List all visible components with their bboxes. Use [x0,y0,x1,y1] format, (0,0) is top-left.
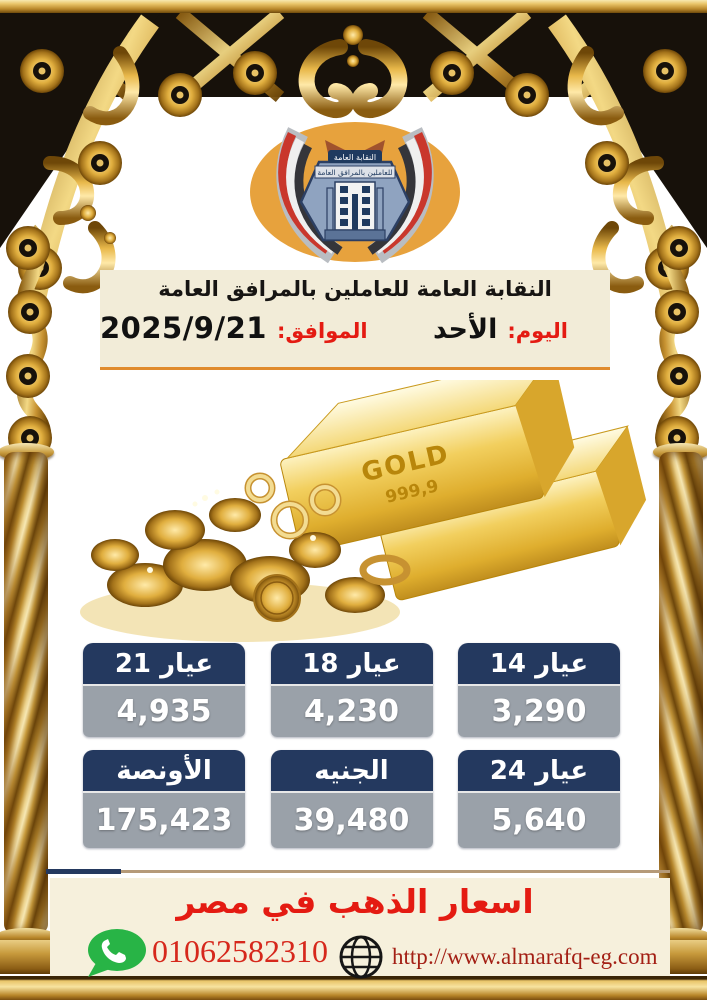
price-card-value: 175,423 [83,793,245,848]
date-label: الموافق: [276,319,368,343]
price-card-karat-24: عيار 24 5,640 [458,750,620,848]
phone-number[interactable]: 01062582310 [152,933,328,969]
frame-bottom-bar [0,976,707,1000]
gold-jewelry-pile [80,472,411,642]
frame-top-bar [0,0,707,13]
whatsapp-icon[interactable] [84,927,150,979]
price-card-label: عيار 14 [458,643,620,686]
price-card-value: 3,290 [458,686,620,737]
price-card-label: عيار 21 [83,643,245,686]
price-row-2: عيار 24 5,640 الجنيه 39,480 الأونصة 175,… [83,750,620,848]
union-emblem: النقابة العامة للعاملين بالمرافق العامة [299,140,411,242]
gold-bars-illustration: GOLD 999,9 [80,380,647,642]
globe-icon [339,935,383,979]
frame-corner-left-ornament [0,13,160,336]
union-logo: النقابة العامة للعاملين بالمرافق العامة [250,122,460,264]
footer-divider-navy [46,869,121,874]
price-cards: عيار 14 3,290 عيار 18 4,230 عيار 21 4,93… [83,643,620,848]
price-card-karat-18: عيار 18 4,230 [270,643,433,737]
website-url[interactable]: http://www.almarafq-eg.com [392,944,658,969]
footer-title: اسعار الذهب في مصر [176,882,534,921]
right-rope-column [659,452,703,934]
footer-divider-tan [121,870,670,873]
frame-corner-right-ornament [547,13,707,336]
day-label: اليوم: [507,319,568,343]
header-strip: النقابة العامة للعاملين بالمرافق العامة … [100,270,610,370]
price-card-label: عيار 18 [270,643,433,686]
price-card-value: 4,230 [270,686,433,737]
gold-bar-front: GOLD 999,9 [280,380,575,553]
frame-left-scrolls [6,224,52,465]
left-rope-column [4,452,48,934]
organization-title: النقابة العامة للعاملين بالمرافق العامة [158,277,552,301]
price-card-ounce: الأونصة 175,423 [83,750,245,848]
emblem-subtitle: للعاملين بالمرافق العامة [317,168,392,177]
price-card-label: عيار 24 [458,750,620,793]
price-card-value: 4,935 [83,686,245,737]
footer-background [50,878,670,976]
price-card-label: الأونصة [83,750,245,793]
date-row: اليوم: الأحد الموافق: 2025/9/21 [100,301,610,345]
price-card-value: 39,480 [270,793,433,848]
price-card-pound: الجنيه 39,480 [270,750,433,848]
price-card-value: 5,640 [458,793,620,848]
emblem-title: النقابة العامة [334,153,376,162]
price-card-karat-14: عيار 14 3,290 [458,643,620,737]
price-row-1: عيار 14 3,290 عيار 18 4,230 عيار 21 4,93… [83,643,620,737]
date-value: 2025/9/21 [100,311,267,345]
price-card-label: الجنيه [270,750,433,793]
price-card-karat-21: عيار 21 4,935 [83,643,245,737]
frame-right-scrolls [655,224,701,465]
egypt-flag-ribbon-left [276,127,343,264]
day-value: الأحد [432,314,498,345]
